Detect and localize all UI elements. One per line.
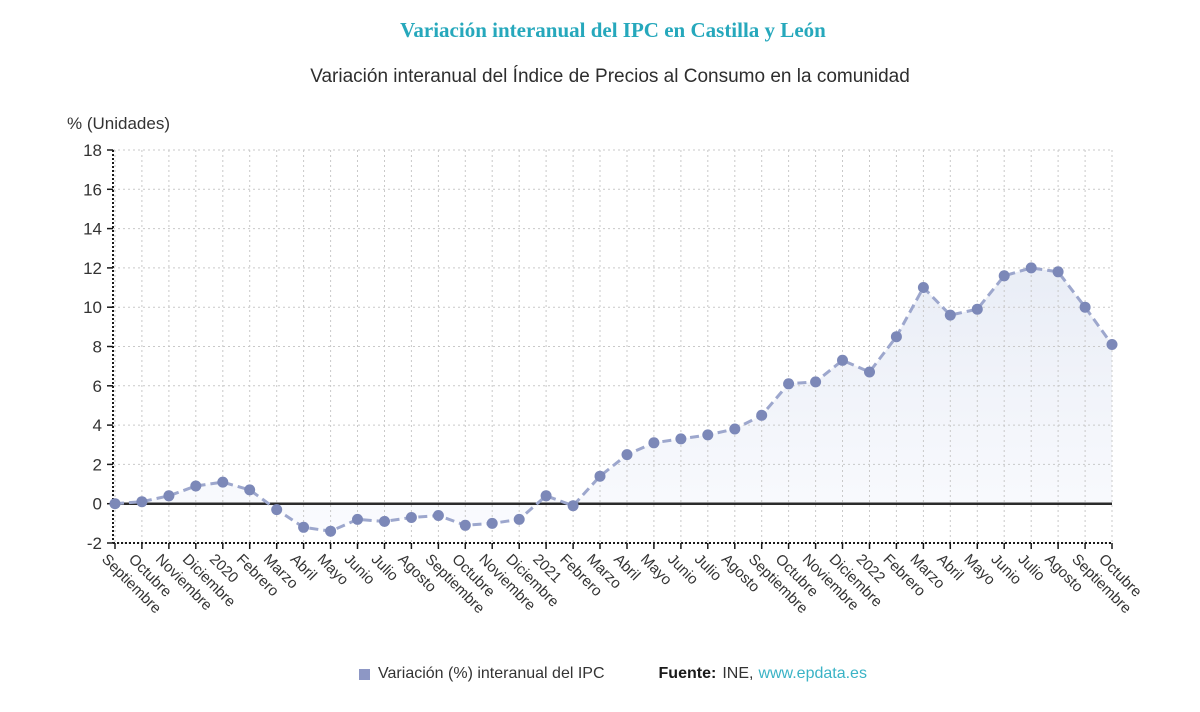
- data-point-marker[interactable]: [325, 525, 337, 537]
- data-point-marker[interactable]: [486, 517, 498, 529]
- data-point-marker[interactable]: [944, 309, 956, 321]
- source-link[interactable]: www.epdata.es: [758, 665, 867, 682]
- y-axis-label: 18: [83, 141, 102, 160]
- data-point-marker[interactable]: [217, 476, 229, 488]
- gridlines: [113, 149, 1113, 544]
- data-point-marker[interactable]: [917, 282, 929, 293]
- y-axis-label: 10: [83, 298, 102, 317]
- data-line: [114, 266, 1114, 533]
- data-point-marker[interactable]: [729, 423, 741, 435]
- area-fill: [115, 267, 1112, 532]
- data-point-marker[interactable]: [890, 331, 902, 343]
- chart-title: Variación interanual del IPC en Castilla…: [400, 18, 826, 42]
- data-point-marker[interactable]: [190, 480, 202, 492]
- data-point-marker[interactable]: [648, 437, 660, 449]
- data-point-marker[interactable]: [1106, 339, 1118, 350]
- legend-label: Variación (%) interanual del IPC: [378, 665, 605, 682]
- y-axis-label: 14: [83, 220, 102, 239]
- data-point-marker[interactable]: [244, 484, 256, 496]
- data-point-marker[interactable]: [271, 504, 283, 516]
- data-point-marker[interactable]: [1079, 301, 1091, 313]
- x-axis-label: Junio: [664, 551, 701, 588]
- data-point-marker[interactable]: [702, 429, 714, 441]
- data-point-marker[interactable]: [513, 513, 525, 525]
- data-point-marker[interactable]: [594, 470, 606, 482]
- data-point-marker[interactable]: [298, 521, 310, 533]
- x-axis-label: Junio: [341, 551, 378, 588]
- source-text: Fuente: INE, www.epdata.es: [659, 665, 867, 683]
- data-point-marker[interactable]: [109, 498, 121, 510]
- data-point-marker[interactable]: [810, 376, 822, 388]
- data-point-marker[interactable]: [675, 433, 687, 445]
- y-axis-unit-label: % (Unidades): [67, 114, 170, 133]
- data-point-marker[interactable]: [459, 519, 471, 531]
- x-axis-label: Junio: [987, 551, 1024, 588]
- data-point-marker[interactable]: [352, 513, 363, 525]
- data-point-markers: [109, 262, 1118, 537]
- source-name: INE,: [722, 665, 754, 682]
- y-axis-label: 12: [83, 259, 102, 278]
- data-point-marker[interactable]: [540, 490, 552, 502]
- y-axis-label: 0: [93, 495, 102, 514]
- data-point-marker[interactable]: [1025, 262, 1037, 274]
- data-point-marker[interactable]: [837, 354, 848, 366]
- data-point-marker[interactable]: [432, 510, 444, 521]
- chart-legend: Variación (%) interanual del IPC Fuente:…: [113, 660, 1113, 688]
- data-point-marker[interactable]: [136, 496, 148, 508]
- legend-swatch-icon: [359, 668, 371, 680]
- y-axis-label: 4: [93, 416, 102, 435]
- data-point-marker[interactable]: [567, 500, 579, 512]
- line-chart: 18 16 14 12 10 8 6 4 2 0 -2SeptiembreOctubreNoviem…: [83, 141, 1145, 617]
- data-point-marker[interactable]: [756, 409, 768, 421]
- data-point-marker[interactable]: [379, 515, 390, 527]
- y-axis-labels: 18 16 14 12 10 8 6 4 2 0 -2: [83, 141, 102, 553]
- y-axis-label: 6: [93, 377, 102, 396]
- y-axis-label: 16: [83, 180, 102, 199]
- source-prefix: Fuente:: [658, 665, 717, 682]
- y-axis-label: 2: [93, 455, 102, 474]
- y-axis-label: 8: [93, 338, 102, 357]
- data-point-marker[interactable]: [998, 270, 1010, 282]
- data-point-marker[interactable]: [783, 378, 795, 390]
- chart-subtitle: Variación interanual del Índice de Preci…: [310, 66, 910, 87]
- y-axis-label: -2: [87, 534, 102, 553]
- data-point-marker[interactable]: [621, 449, 633, 461]
- x-axis-labels: SeptiembreOctubreNoviembreDiciembre2020F…: [98, 551, 1145, 617]
- axis-ticks: [107, 149, 1113, 549]
- data-point-marker[interactable]: [163, 490, 175, 502]
- data-point-marker[interactable]: [864, 366, 875, 378]
- data-point-marker[interactable]: [1052, 266, 1064, 278]
- data-point-marker[interactable]: [971, 303, 983, 315]
- data-point-marker[interactable]: [405, 512, 417, 523]
